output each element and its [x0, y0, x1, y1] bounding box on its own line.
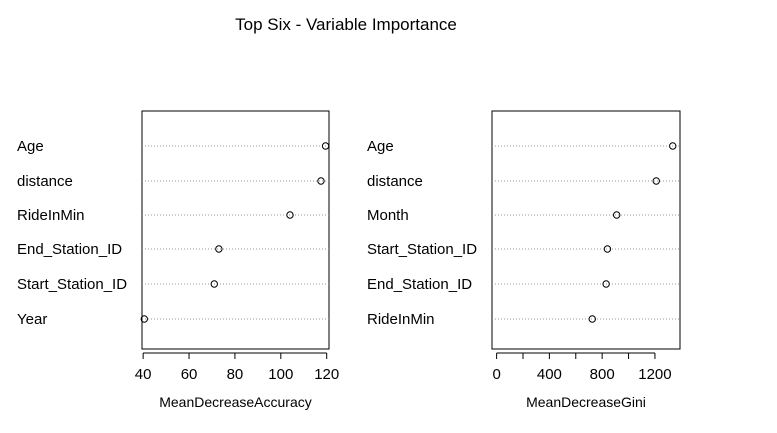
- data-point: [321, 142, 330, 150]
- data-point: [603, 245, 612, 253]
- row-label: End_Station_ID: [367, 276, 472, 293]
- data-point: [652, 177, 660, 185]
- chart-title: Top Six - Variable Importance: [235, 15, 457, 34]
- row-label: Start_Station_ID: [367, 241, 477, 258]
- row-label: Start_Station_ID: [17, 276, 127, 293]
- row-label: distance: [367, 173, 423, 190]
- row-label: RideInMin: [17, 207, 85, 224]
- row-label: End_Station_ID: [17, 241, 122, 258]
- data-point: [140, 315, 148, 323]
- data-point: [286, 211, 294, 219]
- x-tick-label: 80: [227, 366, 244, 383]
- data-point: [317, 177, 325, 185]
- plot-frame: [491, 110, 681, 350]
- row-label: Year: [17, 311, 47, 328]
- x-tick-label: 1200: [638, 366, 671, 383]
- x-tick-label: 120: [314, 366, 339, 383]
- plot-frame: [141, 110, 330, 350]
- x-axis-label: MeanDecreaseAccuracy: [159, 394, 312, 410]
- row-label: Age: [17, 138, 44, 155]
- x-tick-label: 400: [537, 366, 562, 383]
- data-point: [210, 280, 218, 288]
- data-point: [588, 315, 596, 323]
- row-label: RideInMin: [367, 311, 435, 328]
- row-label: Month: [367, 207, 409, 224]
- x-tick-label: 40: [135, 366, 152, 383]
- row-label: Age: [367, 138, 394, 155]
- x-tick-label: 100: [268, 366, 293, 383]
- data-point: [612, 211, 621, 219]
- x-tick-label: 60: [181, 366, 198, 383]
- x-axis-label: MeanDecreaseGini: [526, 394, 646, 410]
- row-label: distance: [17, 173, 73, 190]
- data-point: [215, 245, 223, 253]
- panel-mean-decrease-gini: Age distance Month Start_Station_ID End_Stat…: [367, 110, 681, 410]
- data-point: [602, 280, 610, 288]
- x-tick-label: 800: [590, 366, 615, 383]
- x-tick-label: 0: [492, 366, 500, 383]
- panel-mean-decrease-accuracy: Age distance RideInMin End_Station_ID Start_…: [17, 110, 339, 410]
- data-point: [669, 142, 677, 150]
